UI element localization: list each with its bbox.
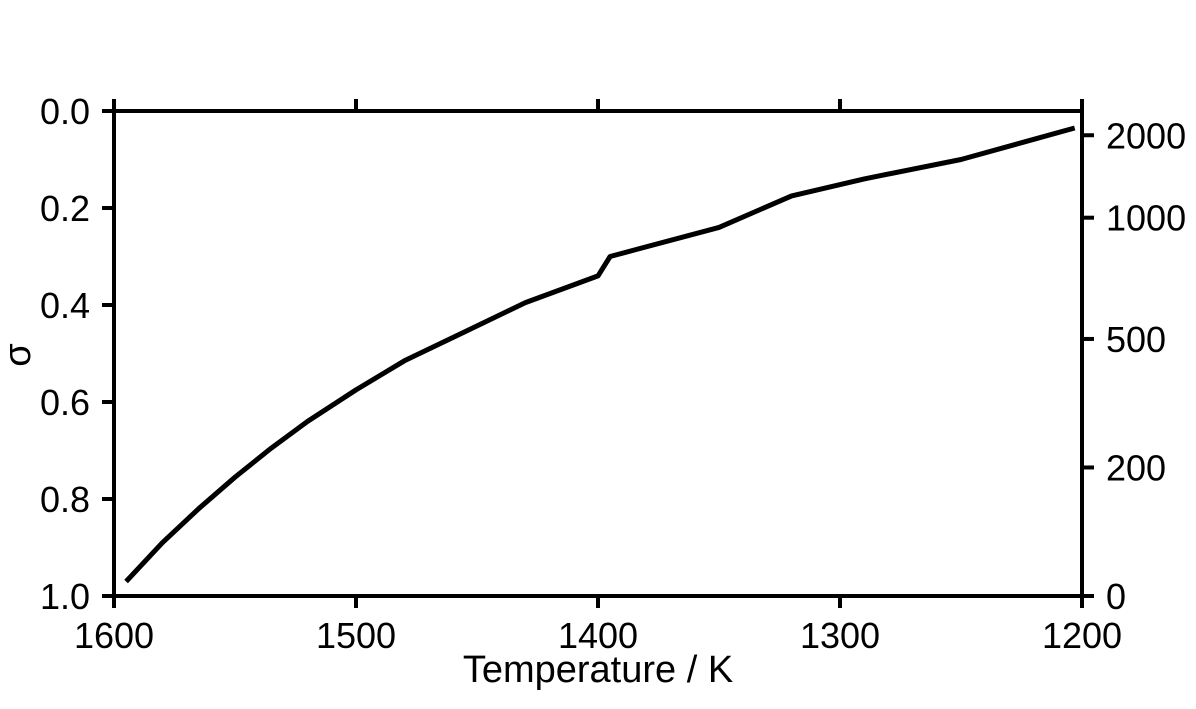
y-tick-label-0: 0.0 <box>40 91 90 132</box>
top-axis-ticks <box>112 99 1084 111</box>
y-tick-label-3: 0.6 <box>40 382 90 423</box>
y-tick-label-1: 0.2 <box>40 188 90 229</box>
right-tick-label-1: 1000 <box>1106 198 1186 239</box>
y-tick-label-4: 0.8 <box>40 479 90 520</box>
y-axis-ticks: 0.0 0.2 0.4 0.6 0.8 1.0 <box>40 91 114 617</box>
x-tick-label-3: 1300 <box>800 615 880 656</box>
right-tick-label-2: 500 <box>1106 319 1166 360</box>
right-tick-label-3: 200 <box>1106 447 1166 488</box>
x-tick-label-4: 1200 <box>1042 615 1122 656</box>
right-tick-label-0: 2000 <box>1106 115 1186 156</box>
x-tick-label-0: 1600 <box>74 615 154 656</box>
plot-frame <box>112 109 1084 598</box>
y-tick-label-2: 0.4 <box>40 285 90 326</box>
series-group <box>124 125 1076 584</box>
x-axis-title: Temperature / K <box>463 649 733 691</box>
series-line-0 <box>124 125 1076 584</box>
x-axis-ticks: 1600 1500 1400 1300 1200 <box>74 596 1122 656</box>
y-axis-title: σ <box>0 343 39 366</box>
y-tick-label-5: 1.0 <box>40 576 90 617</box>
x-tick-label-2: 1400 <box>558 615 638 656</box>
right-tick-label-4: 0 <box>1106 576 1126 617</box>
x-tick-label-1: 1500 <box>316 615 396 656</box>
